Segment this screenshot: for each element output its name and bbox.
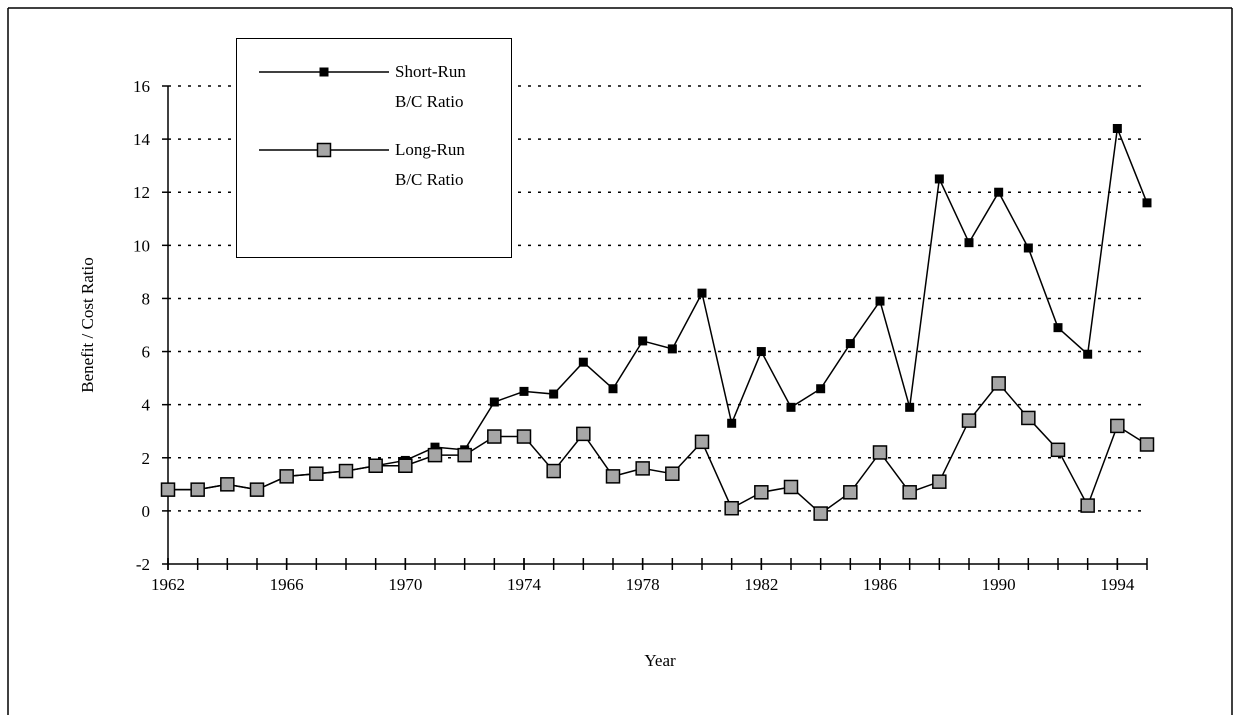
- marker: [1023, 243, 1033, 253]
- marker: [1139, 437, 1155, 452]
- x-tick-label: 1966: [270, 575, 304, 594]
- y-tick-label: 6: [142, 343, 151, 362]
- marker: [546, 463, 561, 479]
- marker: [754, 485, 769, 500]
- x-tick-label: 1982: [744, 575, 778, 594]
- marker: [994, 187, 1004, 197]
- legend-label: Long-Run B/C Ratio: [395, 140, 465, 189]
- marker: [635, 461, 650, 476]
- marker: [932, 474, 947, 489]
- y-tick-label: 16: [133, 77, 150, 96]
- marker: [489, 397, 499, 407]
- marker: [608, 384, 618, 394]
- legend-item: Long-Run B/C Ratio: [259, 135, 509, 195]
- marker: [964, 238, 974, 248]
- marker: [430, 442, 440, 452]
- marker: [516, 429, 532, 444]
- marker: [368, 458, 383, 473]
- x-axis-label: Year: [644, 651, 676, 670]
- marker: [902, 485, 917, 500]
- marker: [398, 458, 413, 473]
- marker: [667, 344, 677, 354]
- x-tick-label: 1962: [151, 575, 185, 594]
- legend-item: Short-Run B/C Ratio: [259, 57, 509, 117]
- legend-marker: [316, 142, 332, 158]
- legend-swatch: [259, 142, 389, 158]
- marker: [605, 469, 621, 484]
- marker: [786, 402, 796, 412]
- marker: [783, 479, 799, 495]
- y-tick-label: 2: [142, 449, 151, 468]
- marker: [309, 466, 324, 481]
- legend-marker: [319, 67, 329, 77]
- x-tick-label: 1974: [507, 575, 542, 594]
- marker: [1112, 123, 1122, 133]
- legend-swatch: [259, 67, 389, 77]
- marker: [338, 463, 354, 479]
- y-tick-label: 8: [142, 289, 151, 308]
- marker: [694, 434, 710, 450]
- marker: [756, 347, 766, 357]
- marker: [519, 386, 529, 396]
- legend-label: Short-Run B/C Ratio: [395, 62, 466, 111]
- marker: [190, 482, 205, 497]
- marker: [961, 413, 977, 428]
- marker: [845, 339, 855, 349]
- x-tick-label: 1990: [982, 575, 1016, 594]
- marker: [872, 445, 888, 460]
- y-tick-label: 0: [142, 502, 151, 521]
- marker: [549, 389, 559, 399]
- marker: [816, 384, 826, 394]
- marker: [220, 477, 235, 492]
- x-tick-label: 1978: [626, 575, 660, 594]
- marker: [875, 296, 885, 306]
- marker: [727, 418, 737, 428]
- marker: [160, 482, 176, 497]
- marker: [1110, 418, 1125, 434]
- marker: [578, 357, 588, 367]
- marker: [249, 482, 265, 497]
- x-tick-label: 1986: [863, 575, 897, 594]
- y-tick-label: 12: [133, 183, 150, 202]
- marker: [991, 376, 1006, 391]
- marker: [905, 402, 915, 412]
- series-line: [168, 382, 1148, 515]
- marker: [487, 429, 502, 444]
- y-axis-label: Benefit / Cost Ratio: [78, 257, 97, 393]
- marker: [1053, 323, 1063, 333]
- marker: [724, 500, 739, 516]
- marker: [427, 447, 443, 463]
- legend: Short-Run B/C Ratio Long-Run B/C Ratio: [236, 38, 512, 258]
- marker: [665, 466, 680, 481]
- marker: [1021, 410, 1036, 426]
- marker: [813, 506, 828, 521]
- x-tick-label: 1970: [388, 575, 422, 594]
- y-tick-label: -2: [136, 555, 150, 574]
- marker: [638, 336, 648, 346]
- marker: [697, 288, 707, 298]
- y-tick-label: 4: [142, 396, 151, 415]
- marker: [1142, 198, 1152, 208]
- marker: [1050, 442, 1066, 458]
- y-tick-label: 10: [133, 236, 150, 255]
- marker: [934, 174, 944, 184]
- y-tick-label: 14: [133, 130, 151, 149]
- marker: [576, 426, 591, 442]
- x-tick-label: 1994: [1100, 575, 1135, 594]
- marker: [1080, 498, 1095, 513]
- marker: [1083, 349, 1093, 359]
- marker: [457, 447, 472, 463]
- marker: [843, 485, 858, 500]
- marker: [279, 469, 294, 484]
